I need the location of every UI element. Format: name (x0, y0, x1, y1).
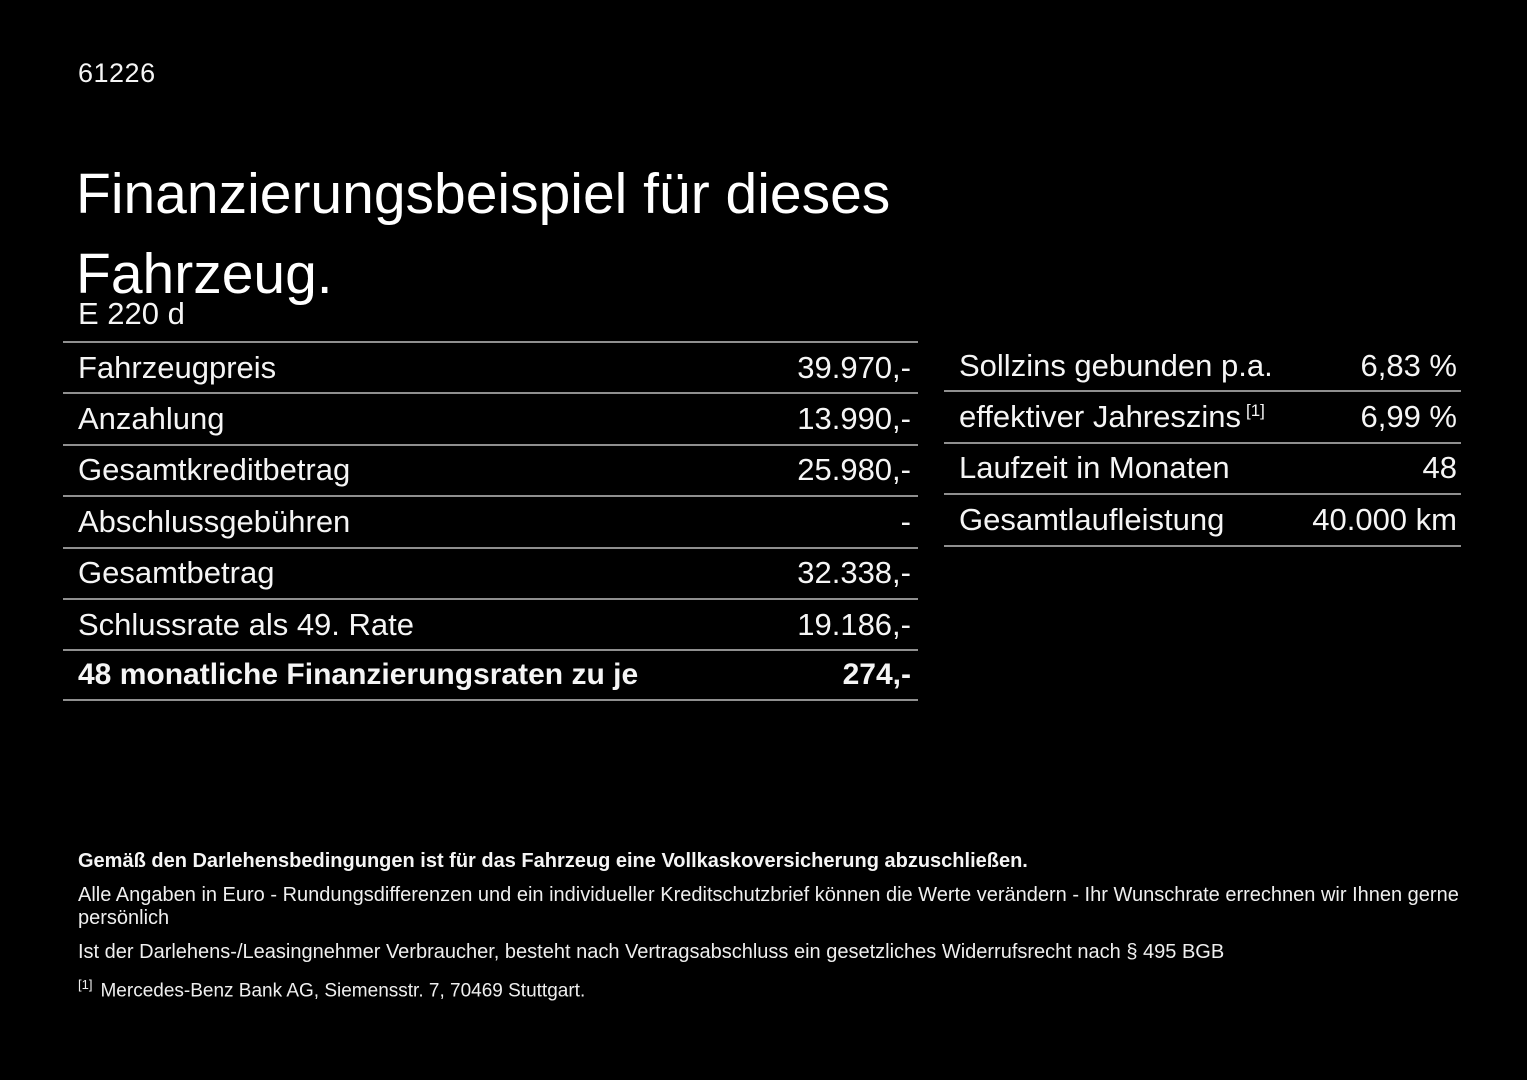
row-value: 19.186,- (797, 606, 911, 642)
row-label: Abschlussgebühren (78, 503, 351, 539)
row-label: 48 monatliche Finanzierungsraten zu je (78, 658, 639, 692)
finance-row-gesamtkreditbetrag: Gesamtkreditbetrag 25.980,- (63, 443, 918, 495)
finance-row-abschlussgebuehren: Abschlussgebühren - (63, 495, 918, 546)
ref-number: 61226 (78, 58, 156, 88)
row-label: Schlussrate als 49. Rate (78, 606, 415, 642)
row-value: - (900, 503, 911, 539)
row-value: 39.970,- (797, 349, 911, 385)
row-value: 32.338,- (797, 555, 911, 591)
disclaimer-line-1: Alle Angaben in Euro - Rundungsdifferenz… (78, 884, 1459, 929)
row-label: Sollzins gebunden p.a. (959, 347, 1273, 383)
row-value: 25.980,- (797, 452, 911, 488)
finance-row-monatsrate: 48 monatliche Finanzierungsraten zu je 2… (63, 649, 918, 701)
model-name: E 220 d (78, 296, 185, 331)
conditions-row-laufzeit: Laufzeit in Monaten 48 (944, 444, 1461, 496)
row-value: 6,83 % (1360, 347, 1457, 383)
row-label: Gesamtkreditbetrag (78, 452, 351, 488)
finance-row-gesamtbetrag: Gesamtbetrag 32.338,- (63, 546, 918, 598)
finance-row-anzahlung: Anzahlung 13.990,- (63, 392, 918, 443)
conditions-row-sollzins: Sollzins gebunden p.a. 6,83 % (944, 341, 1461, 393)
finance-row-fahrzeugpreis: Fahrzeugpreis 39.970,- (63, 341, 918, 392)
footnote-text: Mercedes-Benz Bank AG, Siemensstr. 7, 70… (100, 980, 586, 1002)
footer: Gemäß den Darlehensbedingungen ist für d… (78, 850, 1468, 1002)
row-value: 6,99 % (1360, 399, 1457, 435)
row-value: 40.000 km (1312, 501, 1457, 537)
finance-table: Fahrzeugpreis 39.970,- Anzahlung 13.990,… (63, 341, 918, 701)
footnote: [1] Mercedes-Benz Bank AG, Siemensstr. 7,… (78, 977, 1468, 1002)
conditions-row-gesamtlaufleistung: Gesamtlaufleistung 40.000 km (944, 495, 1461, 547)
footnote-marker: [1] (1246, 400, 1265, 420)
row-label: Gesamtlaufleistung (959, 501, 1225, 537)
row-value: 274,- (842, 658, 911, 692)
conditions-table: Sollzins gebunden p.a. 6,83 % effektiver… (944, 341, 1461, 547)
row-label: Anzahlung (78, 401, 225, 437)
page-title: Finanzierungsbeispiel für dieses Fahrzeu… (76, 162, 891, 307)
row-value: 13.990,- (797, 401, 911, 437)
row-label: effektiver Jahreszins [1] (959, 399, 1265, 435)
row-label: Laufzeit in Monaten (959, 450, 1230, 486)
row-label: Fahrzeugpreis (78, 349, 277, 385)
conditions-row-effektiver-jahreszins: effektiver Jahreszins [1] 6,99 % (944, 392, 1461, 444)
footnote-marker: [1] (78, 977, 93, 992)
finance-row-schlussrate: Schlussrate als 49. Rate 19.186,- (63, 597, 918, 649)
row-label: Gesamtbetrag (78, 555, 275, 591)
row-value: 48 (1422, 450, 1457, 486)
disclaimer-line-2: Ist der Darlehens-/Leasingnehmer Verbrau… (78, 941, 1225, 963)
insurance-note: Gemäß den Darlehensbedingungen ist für d… (78, 850, 1028, 872)
